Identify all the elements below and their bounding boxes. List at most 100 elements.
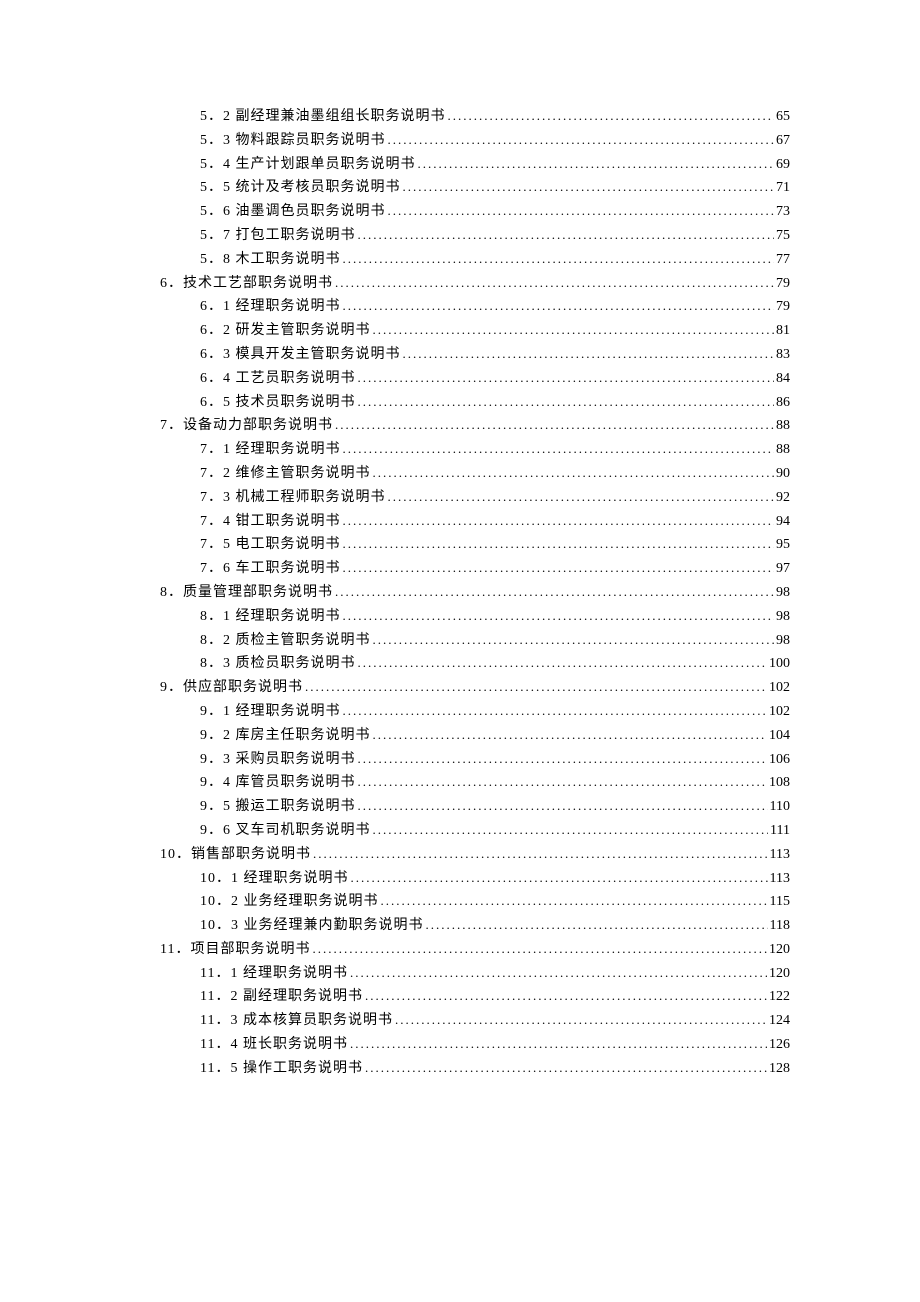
toc-entry-label: 6．技术工艺部职务说明书 — [160, 272, 333, 296]
toc-dot-leader — [343, 605, 775, 629]
toc-entry: 10．2 业务经理职务说明书115 — [200, 890, 790, 914]
toc-page-number: 120 — [769, 938, 790, 962]
toc-page-number: 97 — [776, 557, 790, 581]
toc-dot-leader — [426, 914, 768, 938]
toc-entry: 11．1 经理职务说明书120 — [200, 962, 790, 986]
toc-entry-label: 11．1 经理职务说明书 — [200, 962, 348, 986]
toc-page-number: 79 — [776, 272, 790, 296]
toc-entry-label: 5．3 物料跟踪员职务说明书 — [200, 129, 386, 153]
toc-page-number: 124 — [769, 1009, 790, 1033]
toc-entry: 11．项目部职务说明书 120 — [160, 938, 790, 962]
toc-entry-label: 8．1 经理职务说明书 — [200, 605, 341, 629]
toc-entry: 9．3 采购员职务说明书106 — [200, 748, 790, 772]
toc-entry-label: 11．2 副经理职务说明书 — [200, 985, 363, 1009]
toc-entry: 8．2 质检主管职务说明书 98 — [200, 629, 790, 653]
toc-entry-label: 8．3 质检员职务说明书 — [200, 652, 356, 676]
toc-entry: 10．1 经理职务说明书113 — [200, 867, 790, 891]
toc-entry: 5．3 物料跟踪员职务说明书67 — [200, 129, 790, 153]
toc-dot-leader — [305, 676, 767, 700]
toc-page-number: 77 — [776, 248, 790, 272]
toc-dot-leader — [373, 462, 775, 486]
toc-entry-label: 10．销售部职务说明书 — [160, 843, 311, 867]
toc-dot-leader — [335, 581, 774, 605]
toc-page-number: 88 — [776, 438, 790, 462]
toc-dot-leader — [373, 724, 768, 748]
toc-entry-label: 9．4 库管员职务说明书 — [200, 771, 356, 795]
toc-entry-label: 6．3 模具开发主管职务说明书 — [200, 343, 401, 367]
toc-entry: 9．6 叉车司机职务说明书111 — [200, 819, 790, 843]
toc-entry: 6．1 经理职务说明书79 — [200, 295, 790, 319]
toc-page-number: 122 — [769, 985, 790, 1009]
toc-entry: 10．销售部职务说明书 113 — [160, 843, 790, 867]
toc-page-number: 81 — [776, 319, 790, 343]
toc-dot-leader — [418, 153, 775, 177]
toc-page-number: 126 — [769, 1033, 790, 1057]
toc-entry: 11．4 班长职务说明书126 — [200, 1033, 790, 1057]
toc-entry: 5．6 油墨调色员职务说明书73 — [200, 200, 790, 224]
toc-dot-leader — [358, 652, 768, 676]
toc-entry: 6．技术工艺部职务说明书 79 — [160, 272, 790, 296]
toc-entry: 9．供应部职务说明书102 — [160, 676, 790, 700]
toc-page-number: 111 — [770, 819, 790, 843]
toc-entry-label: 9．1 经理职务说明书 — [200, 700, 341, 724]
toc-entry-label: 6．2 研发主管职务说明书 — [200, 319, 371, 343]
toc-entry-label: 5．4 生产计划跟单员职务说明书 — [200, 153, 416, 177]
toc-dot-leader — [343, 557, 775, 581]
toc-dot-leader — [343, 533, 775, 557]
toc-entry-label: 7．6 车工职务说明书 — [200, 557, 341, 581]
toc-page-number: 110 — [770, 795, 790, 819]
toc-entry: 10．3 业务经理兼内勤职务说明书118 — [200, 914, 790, 938]
toc-dot-leader — [358, 795, 768, 819]
toc-dot-leader — [350, 962, 767, 986]
toc-entry: 6．2 研发主管职务说明书 81 — [200, 319, 790, 343]
toc-dot-leader — [358, 367, 775, 391]
toc-page-number: 95 — [776, 533, 790, 557]
toc-dot-leader — [358, 771, 768, 795]
toc-dot-leader — [388, 486, 775, 510]
toc-page-number: 115 — [770, 890, 790, 914]
toc-entry: 6．3 模具开发主管职务说明书83 — [200, 343, 790, 367]
toc-entry: 11．3 成本核算员职务说明书124 — [200, 1009, 790, 1033]
toc-entry: 7．4 钳工职务说明书94 — [200, 510, 790, 534]
toc-dot-leader — [350, 1033, 767, 1057]
toc-dot-leader — [351, 867, 768, 891]
toc-entry: 7．5 电工职务说明书95 — [200, 533, 790, 557]
toc-entry: 9．4 库管员职务说明书 108 — [200, 771, 790, 795]
toc-entry: 9．5 搬运工职务说明书 110 — [200, 795, 790, 819]
toc-entry-label: 9．2 库房主任职务说明书 — [200, 724, 371, 748]
toc-entry-label: 5．6 油墨调色员职务说明书 — [200, 200, 386, 224]
toc-page-number: 98 — [776, 581, 790, 605]
toc-entry-label: 11．项目部职务说明书 — [160, 938, 310, 962]
toc-dot-leader — [335, 414, 774, 438]
toc-entry-label: 5．7 打包工职务说明书 — [200, 224, 356, 248]
toc-entry: 5．4 生产计划跟单员职务说明书69 — [200, 153, 790, 177]
toc-page-number: 113 — [770, 843, 790, 867]
toc-page-number: 90 — [776, 462, 790, 486]
toc-entry-label: 10．1 经理职务说明书 — [200, 867, 349, 891]
toc-entry-label: 6．1 经理职务说明书 — [200, 295, 341, 319]
toc-dot-leader — [388, 129, 775, 153]
toc-page-number: 118 — [770, 914, 790, 938]
toc-page-number: 128 — [769, 1057, 790, 1081]
toc-page-number: 65 — [776, 105, 790, 129]
toc-page-number: 100 — [769, 652, 790, 676]
toc-page-number: 71 — [776, 176, 790, 200]
toc-page-number: 98 — [776, 629, 790, 653]
toc-entry: 5．7 打包工职务说明书75 — [200, 224, 790, 248]
toc-dot-leader — [395, 1009, 767, 1033]
toc-page-number: 92 — [776, 486, 790, 510]
toc-entry-label: 5．8 木工职务说明书 — [200, 248, 341, 272]
toc-entry-label: 9．供应部职务说明书 — [160, 676, 303, 700]
toc-entry: 6．5 技术员职务说明书86 — [200, 391, 790, 415]
toc-entry: 7．3 机械工程师职务说明书92 — [200, 486, 790, 510]
toc-page-number: 108 — [769, 771, 790, 795]
toc-entry-label: 8．2 质检主管职务说明书 — [200, 629, 371, 653]
toc-entry-label: 5．5 统计及考核员职务说明书 — [200, 176, 401, 200]
toc-dot-leader — [312, 938, 767, 962]
toc-dot-leader — [403, 176, 775, 200]
toc-entry: 8．质量管理部职务说明书 98 — [160, 581, 790, 605]
toc-dot-leader — [358, 391, 775, 415]
toc-page-number: 106 — [769, 748, 790, 772]
toc-entry-label: 9．5 搬运工职务说明书 — [200, 795, 356, 819]
toc-entry-label: 8．质量管理部职务说明书 — [160, 581, 333, 605]
